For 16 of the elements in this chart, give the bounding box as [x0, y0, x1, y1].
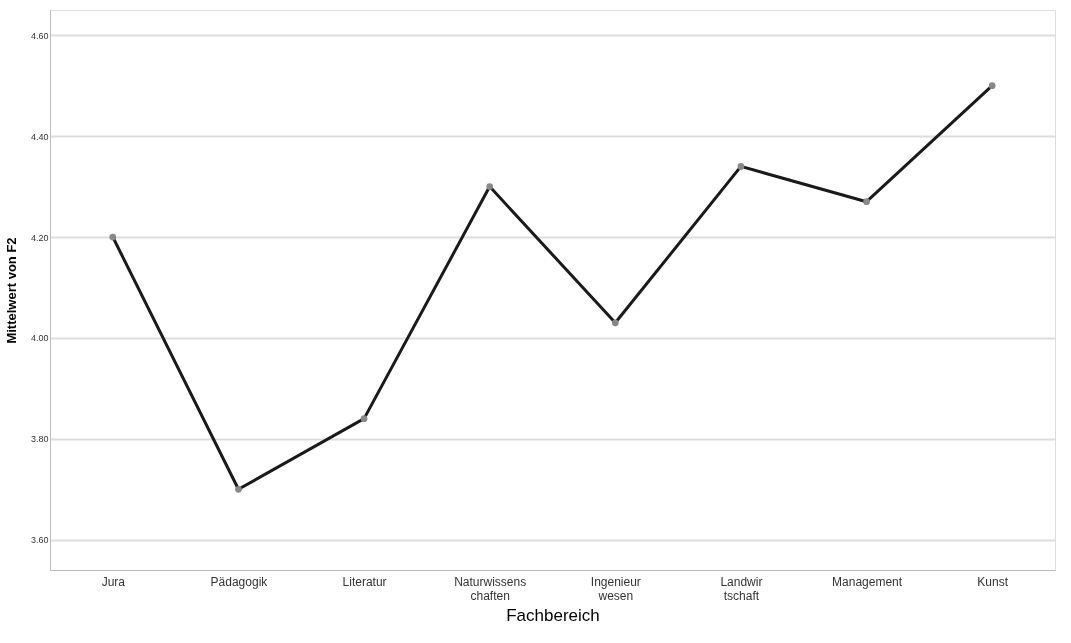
- y-tick-label: 4.00: [30, 333, 49, 344]
- y-tick-label: 4.60: [30, 30, 49, 41]
- y-tick-label: 3.80: [30, 434, 49, 445]
- x-tick-label: Ingenieur wesen: [590, 574, 641, 603]
- x-tick-label: Literatur: [342, 574, 387, 589]
- y-tick-label: 3.60: [30, 535, 49, 546]
- y-tick-label: 4.40: [30, 131, 49, 142]
- y-axis-title: Mittelwert von F2: [3, 237, 19, 344]
- x-axis-title: Fachbereich: [506, 605, 600, 625]
- x-tick-label: Naturwissens chaften: [454, 574, 527, 603]
- x-tick-label: Landwir tschaft: [720, 574, 763, 603]
- x-tick-label: Management: [832, 574, 903, 589]
- x-tick-label: Kunst: [977, 574, 1009, 589]
- y-tick-label: 4.20: [30, 232, 49, 243]
- x-tick-label: Pädagogik: [210, 574, 269, 589]
- x-tick-label: Jura: [101, 574, 126, 589]
